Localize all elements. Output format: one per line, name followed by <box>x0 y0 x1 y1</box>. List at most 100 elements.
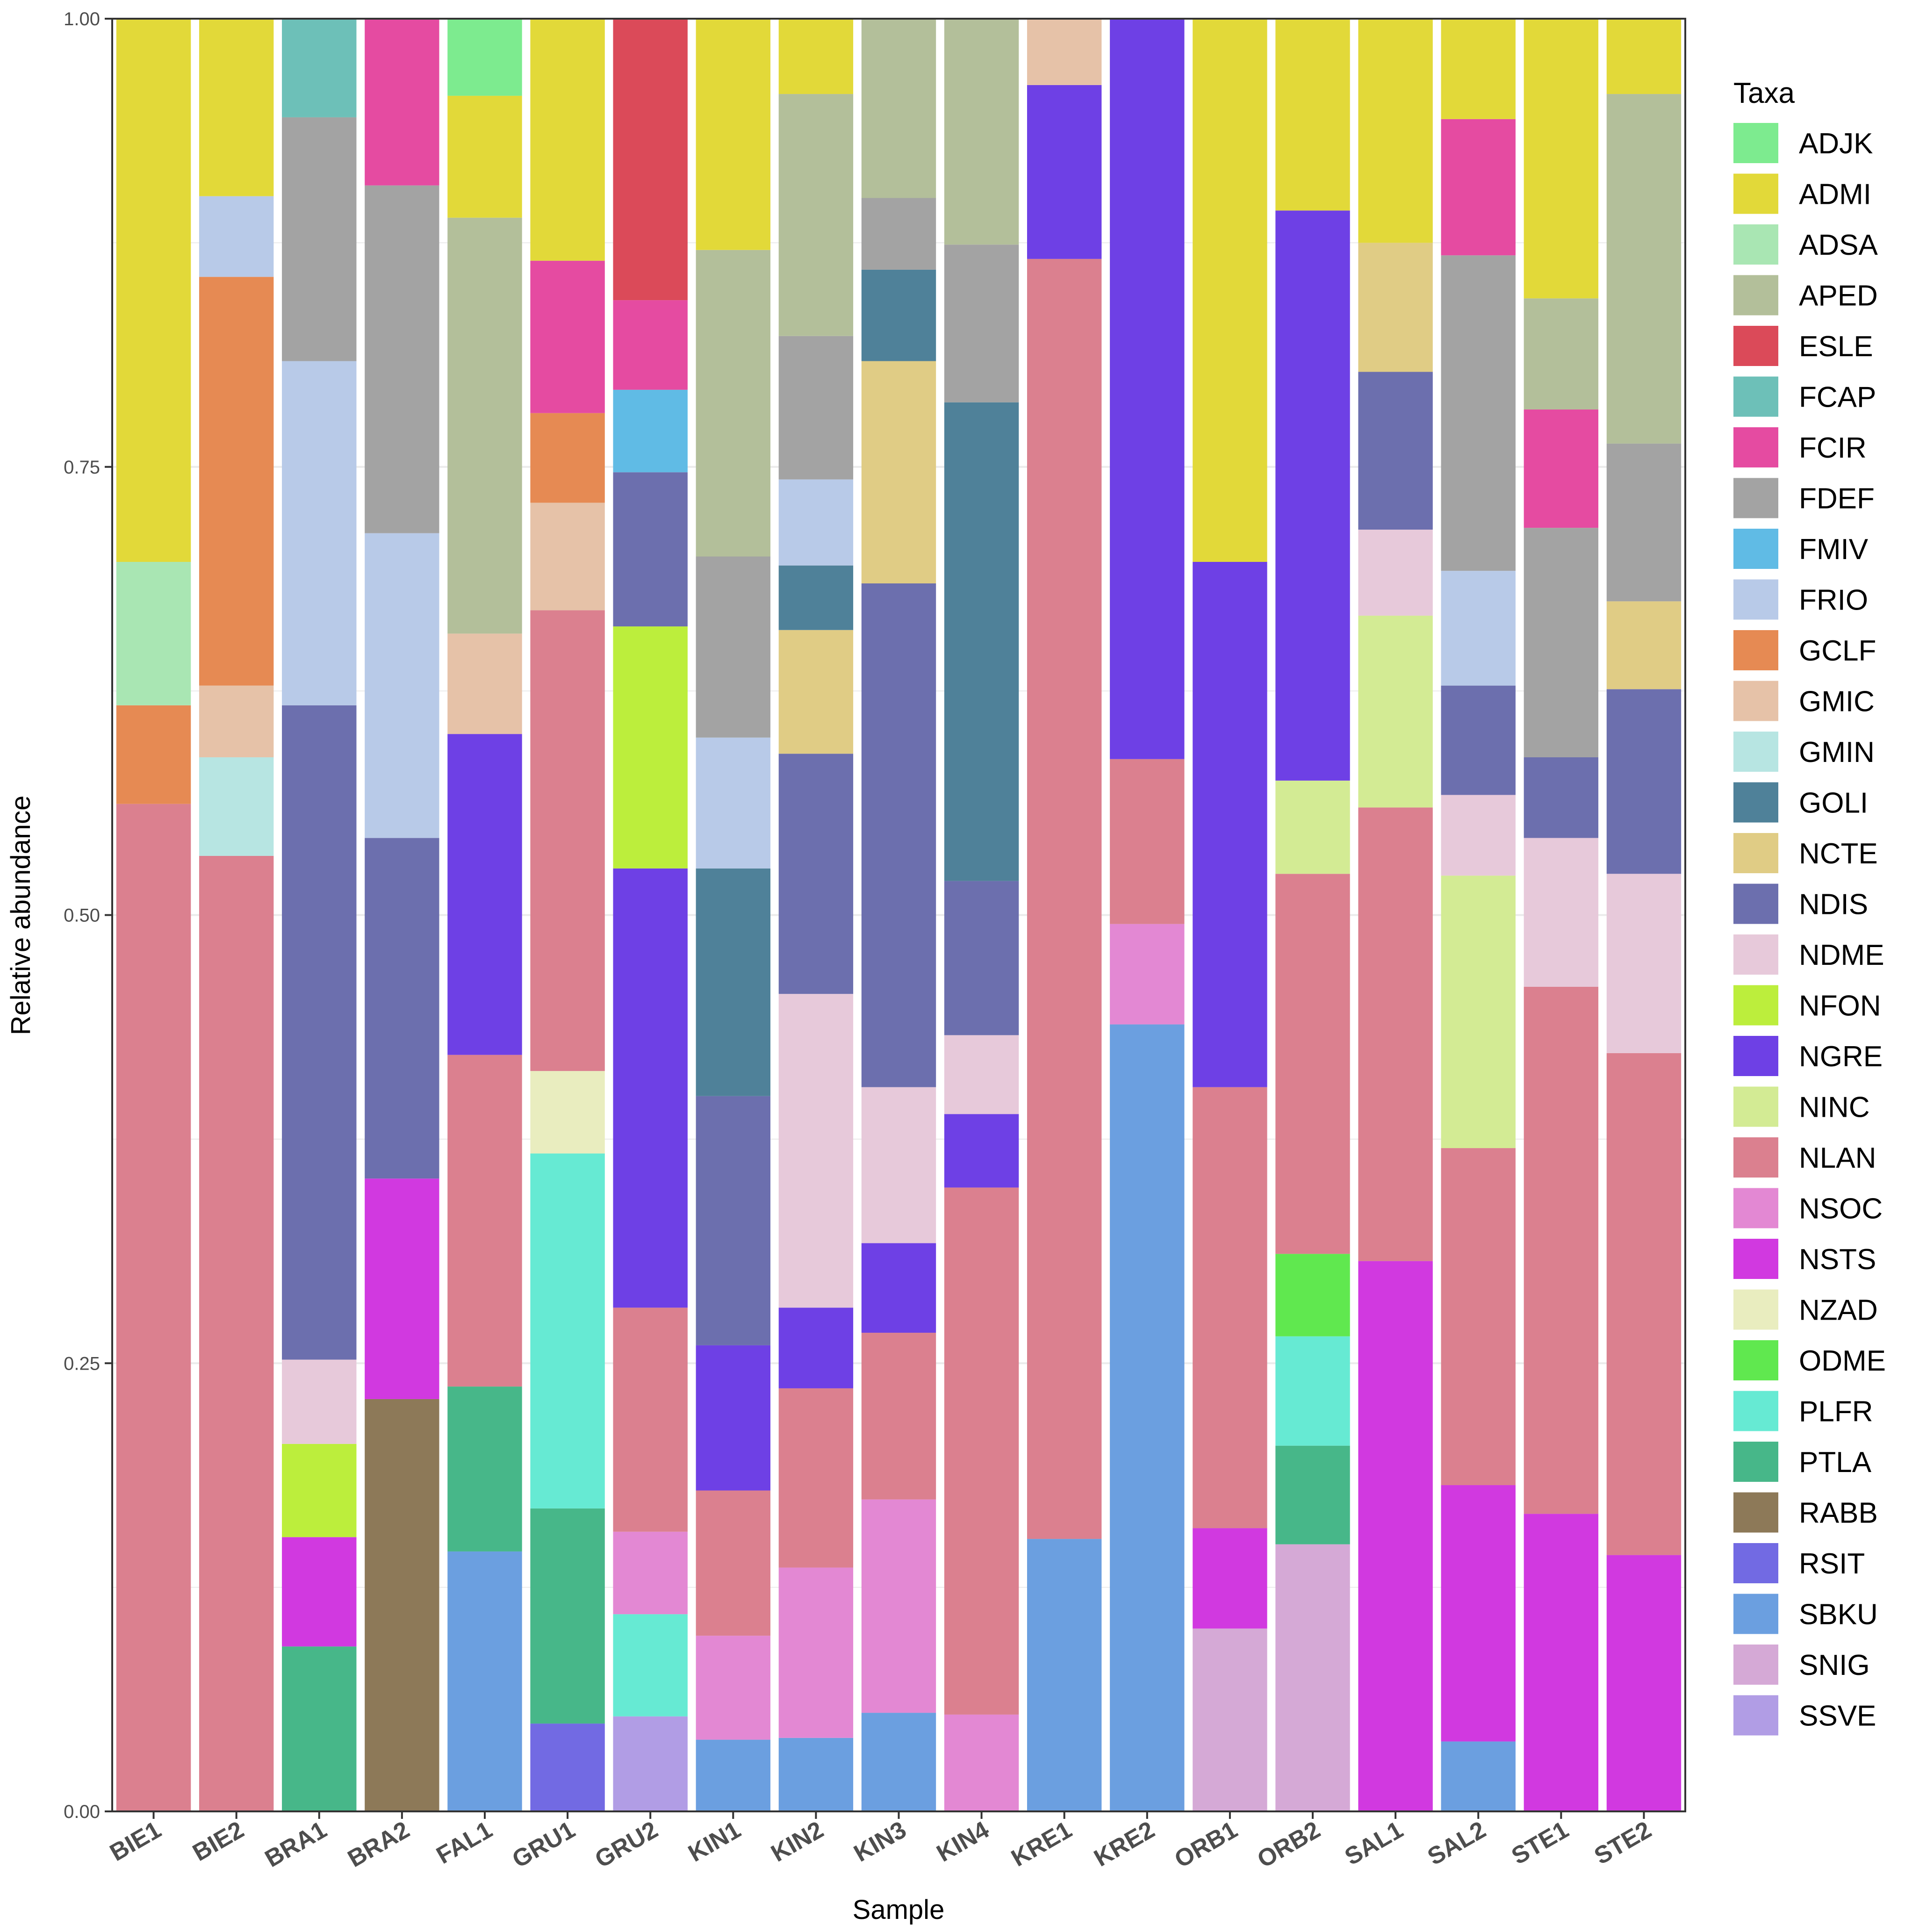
bar-segment-bie2-gmin <box>199 757 274 856</box>
legend: Taxa ADJK ADMI ADSA APED ESLE FCAP FCIR FDEF FMI… <box>1733 77 1886 1736</box>
bar-segment-orb1-nlan <box>1193 1087 1267 1529</box>
bar-segment-kin2-nlan <box>778 1388 854 1568</box>
legend-label: GOLI <box>1799 787 1868 819</box>
legend-item-adsa: ADSA <box>1733 224 1878 265</box>
bar-segment-bra1-frio <box>282 361 357 705</box>
bar-segment-kin1-sbku <box>696 1739 770 1811</box>
legend-item-admi: ADMI <box>1733 173 1871 214</box>
bar-stack-gru1 <box>530 19 605 1811</box>
bar-segment-ste1-nlan <box>1524 986 1599 1514</box>
bar-segment-kin4-nsoc <box>944 1714 1019 1811</box>
bar-segment-kin3-aped <box>861 19 936 198</box>
legend-item-gmin: GMIN <box>1733 732 1875 772</box>
bar-segment-ste1-admi <box>1524 19 1599 299</box>
legend-key <box>1733 1289 1778 1330</box>
legend-label: NINC <box>1799 1092 1870 1124</box>
bar-segment-fal1-ngre <box>447 734 522 1055</box>
legend-key <box>1733 376 1778 417</box>
bar-segment-bie2-gmic <box>199 685 274 758</box>
bar-segment-bie2-gclf <box>199 277 274 686</box>
bar-segment-gru2-ngre <box>613 868 688 1308</box>
bar-segment-ste1-aped <box>1524 298 1599 410</box>
bar-segment-kin2-ndme <box>778 994 854 1308</box>
legend-item-fcir: FCIR <box>1733 427 1867 467</box>
bar-segment-gru1-plfr <box>530 1153 605 1508</box>
legend-key <box>1733 1137 1778 1178</box>
bars <box>116 19 1682 1811</box>
legend-key <box>1733 478 1778 518</box>
bar-segment-gru2-ssve <box>613 1716 688 1811</box>
bar-segment-kin3-nlan <box>861 1333 936 1500</box>
legend-item-aped: APED <box>1733 275 1878 316</box>
bar-segment-sal2-frio <box>1441 571 1516 686</box>
bar-segment-kin4-ndme <box>944 1035 1019 1114</box>
bar-segment-kin2-ngre <box>778 1307 854 1388</box>
bar-segment-bra1-fcap <box>282 19 357 117</box>
legend-label: NZAD <box>1799 1294 1878 1327</box>
bar-stack-bie1 <box>116 19 191 1811</box>
bar-segment-kin4-goli <box>944 402 1019 881</box>
legend-label: APED <box>1799 280 1878 312</box>
bar-stack-kin1 <box>696 19 770 1811</box>
bar-segment-kre2-ngre <box>1110 19 1185 759</box>
bar-segment-kin1-nlan <box>696 1490 770 1636</box>
bar-segment-kre2-nlan <box>1110 759 1185 924</box>
legend-key <box>1733 1188 1778 1228</box>
legend-item-adjk: ADJK <box>1733 123 1873 163</box>
legend-key <box>1733 427 1778 467</box>
bar-segment-sal1-ndme <box>1358 529 1433 616</box>
bar-segment-kre2-sbku <box>1110 1024 1185 1811</box>
bar-stack-bra1 <box>282 19 357 1811</box>
legend-item-fcap: FCAP <box>1733 376 1876 417</box>
bar-segment-bra1-nsts <box>282 1537 357 1647</box>
bar-segment-bie2-frio <box>199 196 274 277</box>
bar-segment-kre2-nsoc <box>1110 924 1185 1025</box>
legend-label: NCTE <box>1799 838 1878 870</box>
legend-key <box>1733 1036 1778 1076</box>
bar-segment-kin3-ngre <box>861 1243 936 1333</box>
legend-label: NDME <box>1799 939 1884 971</box>
bar-segment-orb2-ninc <box>1275 780 1350 874</box>
legend-item-odme: ODME <box>1733 1340 1886 1380</box>
bar-segment-sal1-ncte <box>1358 243 1433 372</box>
legend-item-ninc: NINC <box>1733 1086 1870 1127</box>
bar-segment-gru2-plfr <box>613 1614 688 1717</box>
bar-segment-orb1-ngre <box>1193 562 1267 1087</box>
bar-segment-ste1-fdef <box>1524 528 1599 758</box>
bar-segment-ste1-fcir <box>1524 409 1599 528</box>
bar-stack-ste2 <box>1606 19 1682 1811</box>
bar-segment-kin2-ncte <box>778 630 854 754</box>
bar-stack-bra2 <box>365 19 439 1811</box>
bar-segment-ste2-ndis <box>1606 689 1682 874</box>
legend-label: ADJK <box>1799 128 1873 160</box>
legend-item-gmic: GMIC <box>1733 681 1875 721</box>
legend-item-esle: ESLE <box>1733 326 1873 366</box>
bar-segment-kin1-goli <box>696 868 770 1096</box>
legend-label: RSIT <box>1799 1548 1865 1580</box>
bar-segment-kin2-ndis <box>778 754 854 994</box>
bar-segment-bra2-frio <box>365 533 439 838</box>
bar-segment-sal2-sbku <box>1441 1741 1516 1811</box>
legend-key <box>1733 985 1778 1026</box>
bar-segment-kin4-ndis <box>944 881 1019 1035</box>
legend-item-ngre: NGRE <box>1733 1036 1883 1076</box>
bar-stack-sal2 <box>1441 19 1516 1811</box>
bar-segment-kin3-goli <box>861 269 936 361</box>
bar-segment-fal1-ptla <box>447 1386 522 1551</box>
bar-stack-kre1 <box>1027 19 1102 1811</box>
bar-segment-kin2-nsoc <box>778 1567 854 1738</box>
bar-segment-fal1-adjk <box>447 19 522 96</box>
bar-segment-gru1-admi <box>530 19 605 261</box>
legend-key <box>1733 883 1778 924</box>
bar-segment-kin3-fdef <box>861 198 936 270</box>
bar-segment-gru2-nlan <box>613 1307 688 1532</box>
bar-segment-kin1-aped <box>696 250 770 557</box>
legend-key <box>1733 529 1778 569</box>
legend-item-nzad: NZAD <box>1733 1289 1878 1330</box>
legend-item-ndis: NDIS <box>1733 883 1868 924</box>
bar-stack-fal1 <box>447 19 522 1811</box>
y-axis: 0.00 0.25 0.50 0.75 1.00 <box>64 9 112 1822</box>
legend-key <box>1733 1695 1778 1736</box>
bar-segment-ste2-aped <box>1606 94 1682 444</box>
